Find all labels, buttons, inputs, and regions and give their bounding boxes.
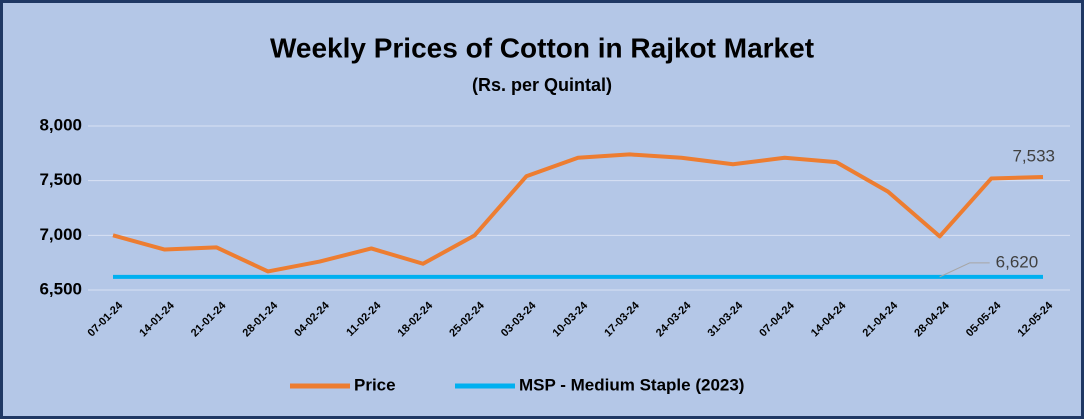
y-tick-label: 6,500 bbox=[39, 279, 82, 298]
data-label: 7,533 bbox=[1012, 147, 1055, 166]
series-line bbox=[112, 152, 1044, 274]
y-tick-label: 7,500 bbox=[39, 170, 82, 189]
data-label: 6,620 bbox=[996, 252, 1039, 271]
chart-subtitle: (Rs. per Quintal) bbox=[472, 75, 612, 95]
y-tick-label: 8,000 bbox=[39, 115, 82, 134]
legend-label: MSP - Medium Staple (2023) bbox=[519, 375, 744, 394]
y-tick-label: 7,000 bbox=[39, 225, 82, 244]
chart-title: Weekly Prices of Cotton in Rajkot Market bbox=[270, 32, 814, 63]
leader-line bbox=[939, 262, 990, 278]
legend-label: Price bbox=[354, 375, 396, 394]
